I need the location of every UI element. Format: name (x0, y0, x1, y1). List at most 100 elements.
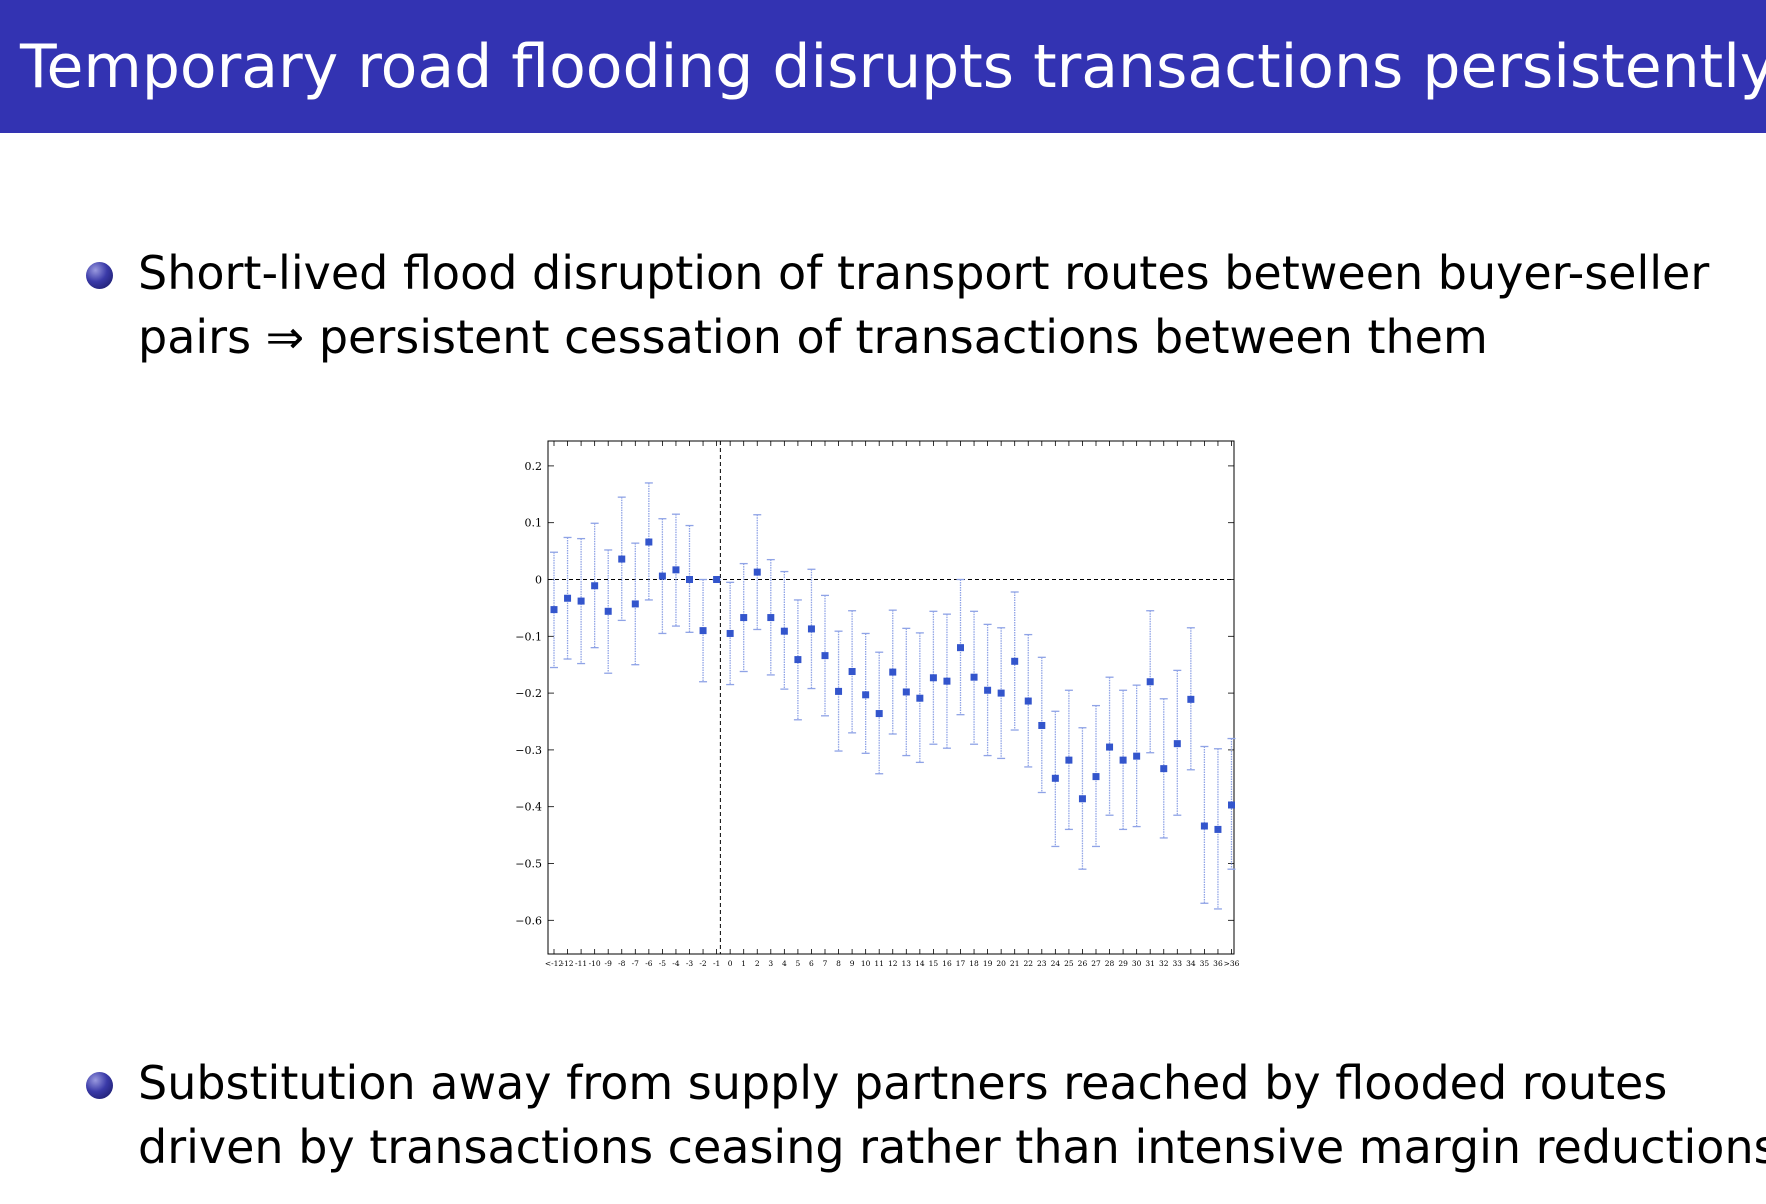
slide-title: Temporary road flooding disrupts transac… (20, 32, 1766, 102)
estimate-point (848, 668, 856, 676)
estimate-point (902, 688, 910, 696)
estimate-point (699, 627, 707, 635)
x-tick-label: -6 (645, 959, 653, 968)
x-tick-label: 20 (996, 959, 1006, 968)
x-tick-label: 7 (823, 959, 828, 968)
estimate-point (862, 691, 870, 699)
estimate-point (672, 566, 680, 574)
estimate-point (645, 538, 653, 546)
estimate-point (1065, 756, 1073, 764)
estimate-point (957, 644, 964, 652)
x-tick-label: -10 (589, 959, 601, 968)
estimate-point (1106, 743, 1114, 751)
x-tick-label: -4 (672, 959, 680, 968)
estimate-point (943, 677, 951, 685)
estimate-point (1146, 678, 1154, 686)
x-tick-label: -9 (605, 959, 613, 968)
y-tick-label: −0.4 (515, 801, 542, 814)
estimate-point (604, 607, 612, 615)
estimate-point (713, 576, 721, 583)
x-tick-label: 8 (836, 959, 841, 968)
x-tick-label: -8 (618, 959, 626, 968)
x-tick-label: 0 (728, 959, 733, 968)
estimate-point (1011, 657, 1019, 665)
x-tick-label: 16 (942, 959, 952, 968)
x-tick-label: -1 (713, 959, 720, 968)
estimate-point (875, 710, 883, 718)
x-tick-label: 1 (741, 959, 746, 968)
estimate-point (1092, 773, 1100, 781)
x-tick-label: 9 (850, 959, 855, 968)
estimate-point (1173, 740, 1181, 748)
x-tick-label: 5 (796, 959, 801, 968)
bullet-2-line-2: driven by transactions ceasing rather th… (138, 1120, 1766, 1174)
estimate-point (889, 668, 897, 676)
x-tick-label: 2 (755, 959, 760, 968)
estimate-point (726, 629, 734, 637)
plot-frame (547, 440, 1235, 955)
estimate-point (780, 627, 788, 635)
estimate-point (631, 600, 639, 608)
x-tick-label: 6 (809, 959, 814, 968)
y-tick-label: −0.5 (515, 858, 542, 871)
estimate-point (1078, 795, 1086, 803)
estimate-point (658, 572, 666, 580)
x-tick-label: 36 (1213, 959, 1223, 968)
estimate-point (686, 576, 693, 583)
estimate-point (821, 652, 829, 660)
y-tick-label: −0.2 (515, 687, 542, 700)
bullet-2-line-1: Substitution away from supply partners r… (138, 1056, 1668, 1110)
x-tick-label: >36 (1224, 959, 1240, 968)
x-tick-label: 35 (1200, 959, 1210, 968)
x-tick-label: -2 (699, 959, 707, 968)
x-tick-label: 24 (1051, 959, 1061, 968)
x-tick-label: 3 (768, 959, 773, 968)
bullet-1-line-1: Short-lived flood disruption of transpor… (138, 246, 1710, 300)
estimate-point (997, 689, 1005, 697)
estimate-point (984, 686, 992, 694)
x-tick-label: 25 (1064, 959, 1074, 968)
estimate-point (753, 568, 761, 576)
estimate-point (1024, 697, 1032, 705)
estimate-point (618, 555, 626, 563)
y-tick-label: −0.1 (515, 630, 542, 643)
estimate-point (1160, 765, 1168, 773)
estimate-point (564, 594, 572, 602)
estimate-point (577, 597, 585, 605)
estimate-point (794, 656, 802, 664)
estimate-point (591, 582, 599, 590)
x-tick-label: 29 (1118, 959, 1128, 968)
estimate-point (740, 614, 748, 622)
x-tick-label: 19 (983, 959, 993, 968)
bullet-dot-icon (86, 1072, 113, 1099)
x-tick-label: 18 (969, 959, 979, 968)
x-tick-label: 21 (1010, 959, 1020, 968)
estimate-point (1038, 721, 1046, 729)
x-tick-label: 11 (874, 959, 884, 968)
estimate-point (970, 673, 978, 681)
x-tick-label: 27 (1091, 959, 1101, 968)
x-tick-label: 14 (915, 959, 925, 968)
bullet-dot-icon (86, 262, 113, 289)
y-tick-label: 0.1 (525, 517, 543, 530)
estimate-point (1119, 756, 1127, 764)
slide-title-bar: Temporary road flooding disrupts transac… (0, 0, 1766, 133)
estimate-point (1200, 822, 1208, 830)
y-tick-label: −0.3 (515, 744, 542, 757)
estimate-point (916, 694, 924, 702)
estimate-point (929, 674, 937, 682)
x-tick-label: 12 (888, 959, 898, 968)
x-tick-label: 28 (1105, 959, 1115, 968)
x-tick-label: 13 (902, 959, 912, 968)
y-tick-label: 0 (535, 574, 542, 587)
x-tick-label: -5 (659, 959, 667, 968)
estimate-point (1214, 825, 1222, 833)
y-tick-label: −0.6 (515, 914, 542, 927)
estimate-point (767, 614, 775, 622)
x-tick-label: -11 (575, 959, 587, 968)
x-tick-label: 33 (1173, 959, 1183, 968)
estimate-point (1051, 774, 1059, 782)
estimate-point (1133, 752, 1141, 760)
x-tick-label: 26 (1078, 959, 1088, 968)
